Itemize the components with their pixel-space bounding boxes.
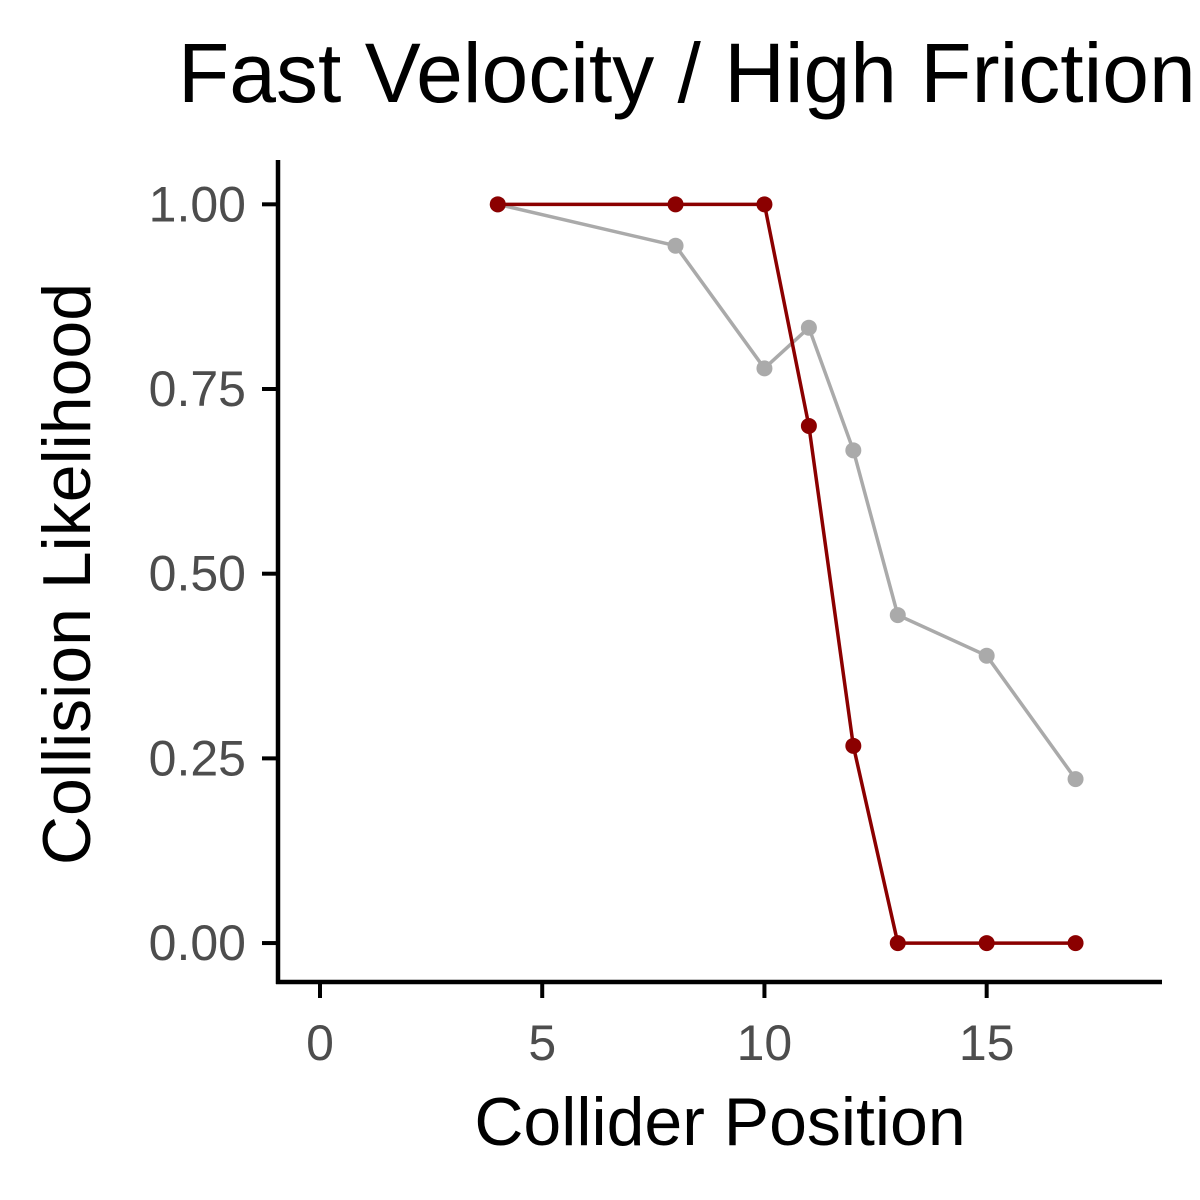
plot-area: 0.00 0.25 0.50 0.75 1.00 0 5 10 15 [149, 160, 1162, 1071]
data-point [756, 360, 773, 377]
y-axis-ticks: 0.00 0.25 0.50 0.75 1.00 [149, 176, 278, 971]
x-axis-ticks: 0 5 10 15 [306, 982, 1014, 1071]
y-tick-label: 0.25 [149, 730, 246, 786]
data-point [889, 607, 906, 624]
data-point [667, 237, 684, 254]
series-0 [489, 196, 1084, 788]
data-point [845, 442, 862, 459]
data-point [1067, 935, 1084, 952]
x-tick-label: 0 [306, 1015, 334, 1071]
data-point [800, 319, 817, 336]
data-point [1067, 771, 1084, 788]
y-tick-label: 0.75 [149, 361, 246, 417]
data-point [667, 196, 684, 213]
y-tick-label: 0.00 [149, 915, 246, 971]
data-point [889, 935, 906, 952]
y-tick-label: 0.50 [149, 546, 246, 602]
data-point [489, 196, 506, 213]
data-point [845, 737, 862, 754]
data-point [978, 935, 995, 952]
series-line [497, 202, 1077, 781]
x-tick-label: 15 [959, 1015, 1015, 1071]
x-tick-label: 5 [528, 1015, 556, 1071]
data-point [756, 196, 773, 213]
x-tick-label: 10 [737, 1015, 793, 1071]
data-point [978, 647, 995, 664]
y-tick-label: 1.00 [149, 176, 246, 232]
x-axis-title: Collider Position [474, 1084, 965, 1160]
chart-title: Fast Velocity / High Friction [178, 26, 1196, 120]
data-point [800, 417, 817, 434]
series-line [497, 202, 1076, 945]
y-axis-title: Collision Likelihood [29, 283, 105, 865]
series-1 [489, 196, 1084, 952]
series-layer [489, 196, 1084, 952]
